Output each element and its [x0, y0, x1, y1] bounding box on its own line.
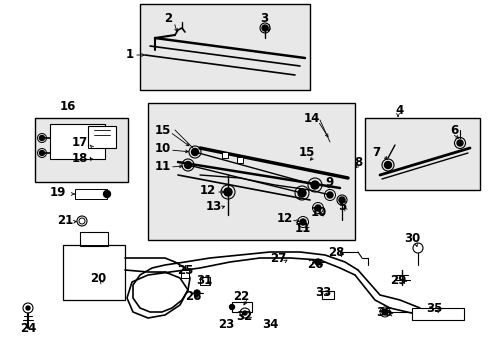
Text: 17: 17	[72, 136, 88, 149]
Text: 24: 24	[20, 321, 36, 334]
Bar	[88, 126, 116, 148]
Circle shape	[338, 197, 345, 203]
Text: 6: 6	[449, 123, 457, 136]
Text: 22: 22	[232, 289, 248, 302]
Circle shape	[381, 309, 387, 315]
Bar	[222, 152, 227, 158]
Text: 34: 34	[261, 319, 278, 332]
Circle shape	[26, 306, 30, 310]
Circle shape	[241, 309, 248, 317]
Text: 31: 31	[196, 274, 212, 288]
Circle shape	[414, 245, 420, 251]
Text: 20: 20	[90, 273, 106, 285]
Circle shape	[191, 148, 198, 156]
Text: 23: 23	[218, 319, 234, 332]
Circle shape	[384, 162, 391, 168]
Bar	[140, 4, 309, 90]
Text: 12: 12	[276, 211, 292, 225]
Text: 30: 30	[403, 233, 419, 246]
Text: 10: 10	[155, 141, 171, 154]
Text: 26: 26	[184, 291, 201, 303]
Circle shape	[314, 205, 320, 211]
Text: 29: 29	[389, 274, 406, 288]
Text: 10: 10	[310, 207, 326, 220]
Bar	[237, 157, 243, 163]
Circle shape	[40, 150, 44, 156]
Text: 12: 12	[200, 184, 216, 197]
Bar	[364, 118, 479, 190]
Circle shape	[299, 219, 305, 225]
Text: 13: 13	[205, 199, 222, 212]
Text: 11: 11	[155, 159, 171, 172]
Circle shape	[310, 181, 318, 189]
Text: 14: 14	[303, 112, 320, 125]
Bar	[80, 232, 108, 246]
Text: 16: 16	[60, 99, 76, 112]
Text: 15: 15	[298, 147, 315, 159]
Circle shape	[78, 217, 86, 225]
Text: 2: 2	[163, 12, 172, 24]
Circle shape	[184, 162, 191, 168]
Bar	[321, 291, 333, 299]
Text: 9: 9	[325, 176, 333, 189]
Bar	[411, 308, 463, 320]
Text: 8: 8	[353, 157, 362, 170]
Text: 15: 15	[155, 123, 171, 136]
Text: 3: 3	[260, 12, 267, 24]
Circle shape	[224, 188, 231, 196]
Text: 35: 35	[425, 302, 441, 315]
Text: 32: 32	[235, 310, 252, 323]
Circle shape	[243, 311, 246, 315]
Circle shape	[262, 25, 267, 31]
Text: 21: 21	[57, 215, 73, 228]
Bar	[63, 245, 125, 300]
Circle shape	[229, 305, 234, 310]
Circle shape	[456, 140, 462, 146]
Circle shape	[24, 304, 32, 312]
Text: 26: 26	[306, 257, 323, 270]
Text: 7: 7	[371, 147, 379, 159]
Text: 33: 33	[314, 287, 330, 300]
Text: 1: 1	[126, 49, 134, 62]
Circle shape	[40, 135, 44, 140]
Bar	[35, 118, 128, 182]
Circle shape	[103, 190, 110, 198]
Text: 11: 11	[294, 222, 310, 235]
Circle shape	[326, 192, 332, 198]
Circle shape	[314, 259, 320, 265]
Text: 19: 19	[50, 185, 66, 198]
Bar	[200, 277, 209, 285]
Text: 18: 18	[72, 152, 88, 165]
Bar	[148, 103, 354, 240]
Circle shape	[194, 290, 200, 296]
Text: 27: 27	[269, 252, 285, 266]
Text: 28: 28	[327, 246, 344, 258]
Text: 25: 25	[177, 265, 193, 278]
Circle shape	[297, 189, 305, 197]
Bar	[75, 189, 107, 199]
Text: 36: 36	[375, 306, 391, 320]
Bar	[181, 270, 189, 278]
Text: 5: 5	[337, 199, 346, 212]
Bar	[231, 302, 251, 312]
Text: 4: 4	[395, 104, 403, 117]
Bar	[50, 124, 105, 159]
